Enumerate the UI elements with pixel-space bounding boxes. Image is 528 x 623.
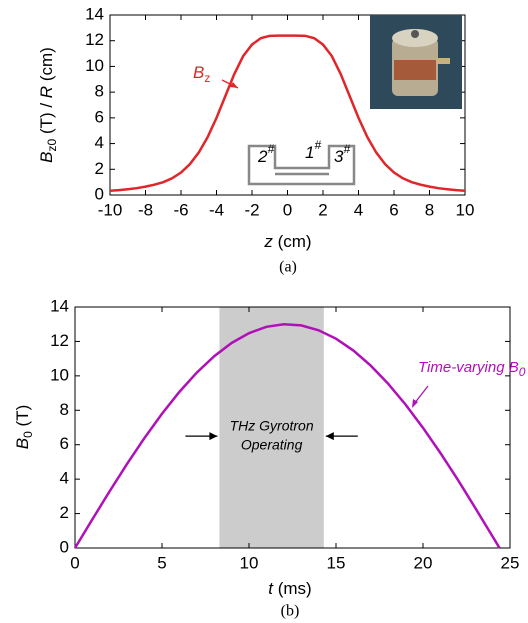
annotation-part: Time-varying B [418, 359, 519, 376]
y-axis-label: B0 (T) [13, 405, 35, 449]
x-tick-label: 10 [456, 200, 475, 219]
arrow-head [209, 432, 218, 441]
coil-mark: # [314, 138, 321, 152]
y-tick-label: 4 [95, 133, 104, 152]
y-tick-label: 8 [95, 82, 104, 101]
arrow-head [325, 432, 334, 441]
y-label-part: 0 [21, 431, 35, 438]
x-label-unit: (cm) [273, 232, 312, 251]
x-tick-label: 5 [157, 553, 166, 572]
x-tick-label: -2 [244, 200, 259, 219]
y-tick-label: 10 [85, 56, 104, 75]
x-tick-label: 25 [501, 553, 520, 572]
x-tick-label: 4 [354, 200, 363, 219]
x-tick-label: 8 [425, 200, 434, 219]
y-tick-label: 0 [60, 537, 69, 556]
coil-label: 3# [334, 142, 350, 166]
inset-photo [370, 15, 462, 109]
x-tick-label: 2 [318, 200, 327, 219]
y-tick-label: 0 [95, 184, 104, 203]
x-label-var: z [263, 232, 273, 251]
data-line [109, 34, 466, 193]
x-tick-label: 6 [389, 200, 398, 219]
x-tick-label: 0 [283, 200, 292, 219]
y-label-part: (T) [13, 405, 32, 431]
x-tick-label: -8 [138, 200, 153, 219]
x-tick-label: 15 [327, 553, 346, 572]
y-axis-label: Bz0 (T) / R (cm) [37, 47, 59, 163]
y-tick-label: 8 [60, 400, 69, 419]
plot: THz Gyrotron Operating 0 5 10 15 20 25 0 2 4 6 8 10 12… [50, 296, 519, 572]
x-axis-label: t (ms) [268, 579, 311, 598]
coil-mark: # [343, 142, 350, 156]
coil-number: 1 [305, 143, 314, 162]
data-line [73, 322, 501, 549]
x-tick-label: -6 [173, 200, 188, 219]
x-tick-label: 10 [240, 553, 259, 572]
magnet-schematic [247, 144, 356, 186]
region-label: THz Gyrotron [230, 417, 314, 433]
annotation: Time-varying B0 [418, 359, 526, 379]
x-tick-label: -10 [98, 200, 123, 219]
y-tick-label: 2 [60, 503, 69, 522]
y-tick-label: 14 [85, 4, 104, 23]
y-label-part: (T) / [37, 98, 56, 139]
coil-number: 3 [334, 147, 344, 166]
y-tick-label: 10 [50, 365, 69, 384]
region-label: Operating [241, 436, 303, 452]
y-tick-label: 14 [50, 296, 69, 315]
x-tick-label: 20 [414, 553, 433, 572]
y-label-part: R [37, 86, 56, 98]
operating-region [219, 307, 324, 548]
coil-mark: # [267, 142, 274, 156]
x-tick-label: -4 [209, 200, 224, 219]
coil-label: 2# [257, 142, 274, 166]
coil-label: 1# [305, 138, 321, 162]
caption: (b) [281, 603, 300, 620]
y-label-part: B [37, 151, 56, 162]
y-label-part: B [13, 438, 32, 449]
x-label-unit: (ms) [273, 579, 312, 598]
y-tick-label: 12 [50, 331, 69, 350]
annotation-arrow [413, 385, 429, 405]
y-label-part: z0 [45, 138, 59, 151]
caption: (a) [279, 259, 297, 276]
arrow-head [412, 399, 418, 408]
y-tick-label: 4 [60, 469, 69, 488]
plot-frame [74, 306, 511, 549]
y-tick-label: 12 [85, 30, 104, 49]
x-axis-label: z (cm) [263, 232, 311, 251]
y-tick-label: 2 [95, 159, 104, 178]
annotation-part: B [193, 63, 204, 82]
annotation-part: 0 [519, 365, 526, 379]
x-tick-label: 0 [70, 553, 79, 572]
y-tick-label: 6 [95, 107, 104, 126]
annotation: Bz [193, 63, 210, 85]
y-label-part: (cm) [37, 47, 56, 86]
y-tick-label: 6 [60, 434, 69, 453]
arrow-head [230, 82, 238, 88]
annotation-part: z [204, 71, 210, 85]
coil-number: 2 [257, 147, 268, 166]
x-label-var: t [268, 579, 274, 598]
